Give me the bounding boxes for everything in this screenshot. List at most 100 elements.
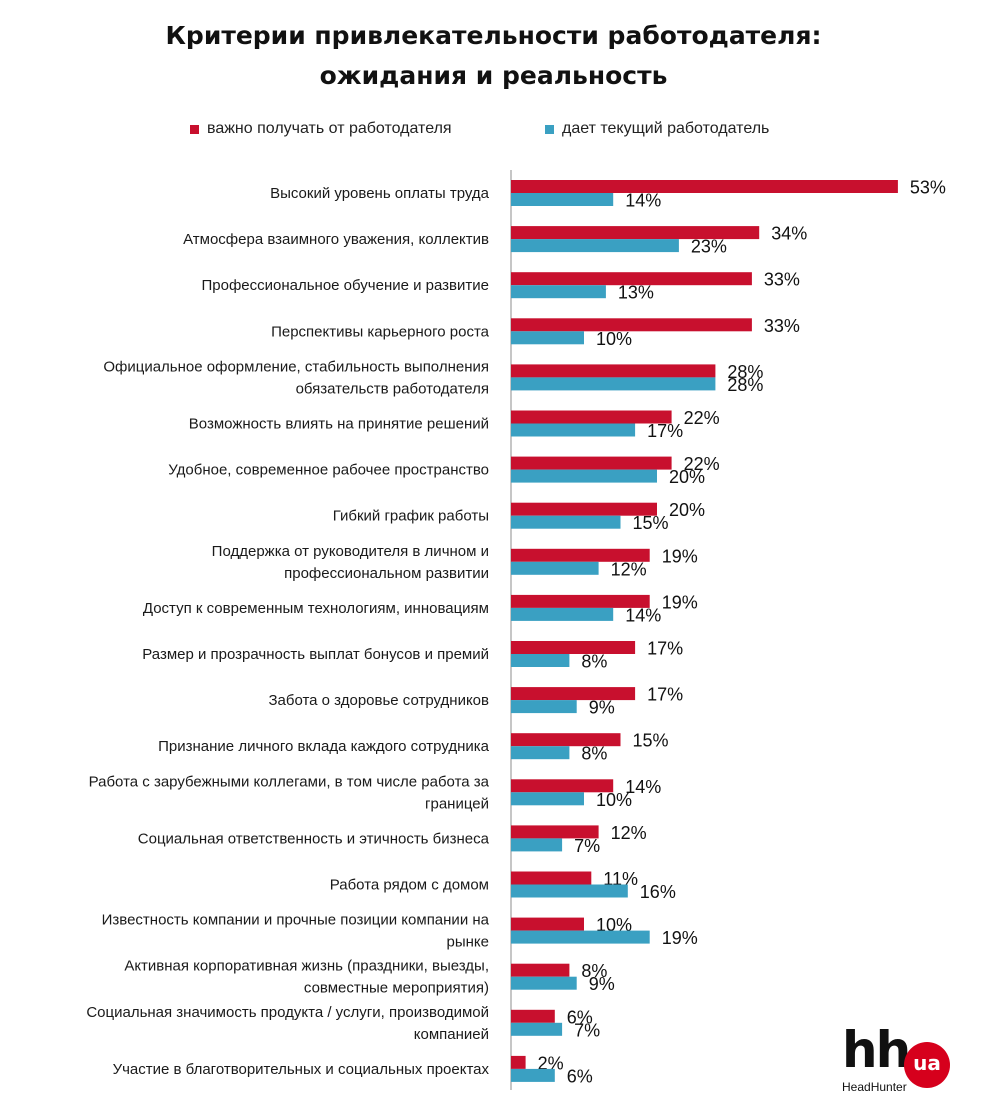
value-label-actual: 10% [596, 790, 632, 810]
bar-expect [511, 779, 614, 793]
bar-expect [511, 825, 599, 839]
category-label-line: Социальная значимость продукта / услуги,… [86, 1004, 489, 1021]
bar-expect [511, 917, 584, 931]
bar-actual [511, 377, 716, 391]
bar-expect [511, 963, 570, 977]
chart-title-line-2: ожидания и реальность [319, 61, 668, 90]
category-label: Доступ к современным технологиям, иннова… [143, 600, 489, 617]
category-label-line: Работа рядом с домом [330, 877, 489, 894]
legend-item-expect: важно получать от работодателя [190, 120, 452, 138]
bar-actual [511, 1022, 563, 1036]
value-label-expect: 10% [596, 915, 632, 935]
bar-actual [511, 976, 577, 990]
value-label-expect: 22% [684, 454, 720, 474]
category-label: Признание личного вклада каждого сотрудн… [158, 738, 490, 755]
category-label: Гибкий график работы [333, 508, 489, 525]
category-label-line: Удобное, современное рабочее пространств… [168, 462, 489, 479]
category-label-line: рынке [447, 934, 489, 951]
bar-actual [511, 746, 570, 760]
bar-actual [511, 884, 628, 898]
category-label-line: Атмосфера взаимного уважения, коллектив [183, 231, 489, 248]
value-label-actual: 14% [625, 605, 661, 625]
value-label-expect: 22% [684, 408, 720, 428]
category-label-line: Размер и прозрачность выплат бонусов и п… [142, 646, 489, 663]
value-label-expect: 2% [538, 1053, 564, 1073]
value-label-actual: 19% [662, 928, 698, 948]
bar-actual [511, 239, 679, 253]
category-label: Активная корпоративная жизнь (праздники,… [124, 958, 489, 997]
bar-actual [511, 654, 570, 667]
bar-actual [511, 193, 614, 206]
value-label-expect: 6% [567, 1007, 593, 1027]
bar-expect [511, 687, 636, 701]
bar-actual [511, 838, 563, 852]
category-label-line: Работа с зарубежными коллегами, в том чи… [89, 773, 490, 790]
value-label-actual: 20% [669, 467, 705, 487]
chart-title-line-1: Критерии привлекательности работодателя: [165, 21, 822, 50]
category-label: Забота о здоровье сотрудников [268, 692, 489, 709]
logo-mark: hh [842, 1021, 911, 1079]
category-label: Удобное, современное рабочее пространств… [168, 462, 489, 479]
value-label-actual: 6% [567, 1066, 593, 1086]
bar-actual [511, 423, 636, 437]
category-label: Участие в благотворительных и социальных… [113, 1061, 490, 1078]
category-label: Перспективы карьерного роста [271, 323, 490, 340]
value-label-expect: 8% [581, 961, 607, 981]
category-label-line: компанией [414, 1026, 489, 1043]
legend-item-actual: дает текущий работодатель [545, 120, 769, 138]
value-label-actual: 9% [589, 974, 615, 994]
bar-actual [511, 930, 650, 944]
category-label-line: Известность компании и прочные позиции к… [102, 912, 490, 929]
value-label-expect: 17% [647, 685, 683, 705]
category-label: Работа рядом с домом [330, 877, 489, 894]
bar-actual [511, 469, 657, 483]
category-label: Социальная ответственность и этичность б… [138, 830, 490, 847]
headhunter-logo: hh ua HeadHunter [842, 1022, 962, 1094]
logo-caption: HeadHunter [842, 1080, 907, 1094]
category-label-line: Перспективы карьерного роста [271, 323, 490, 340]
value-label-expect: 19% [662, 546, 698, 566]
category-label-line: профессиональном развитии [284, 565, 489, 582]
category-label: Возможность влиять на принятие решений [189, 416, 489, 433]
category-label-line: Высокий уровень оплаты труда [270, 185, 490, 202]
value-label-actual: 10% [596, 329, 632, 349]
bar-expect [511, 410, 672, 424]
category-label-line: Профессиональное обучение и развитие [201, 277, 489, 294]
bar-actual [511, 515, 621, 529]
value-label-actual: 9% [589, 698, 615, 718]
category-label-line: Поддержка от руководителя в личном и [212, 543, 489, 560]
category-label: Размер и прозрачность выплат бонусов и п… [142, 646, 489, 663]
value-label-actual: 16% [640, 882, 676, 902]
category-label: Официальное оформление, стабильность вып… [103, 358, 489, 397]
category-label-line: Участие в благотворительных и социальных… [113, 1061, 490, 1078]
legend-swatch-expect [190, 124, 199, 134]
bar-actual [511, 700, 577, 714]
logo-badge: ua [904, 1042, 950, 1088]
value-label-expect: 34% [771, 224, 807, 244]
value-label-expect: 33% [764, 316, 800, 336]
chart-title: Критерии привлекательности работодателя:… [0, 16, 987, 96]
chart-legend: важно получать от работодателя дает теку… [0, 120, 987, 144]
category-label-line: Официальное оформление, стабильность вып… [103, 358, 489, 375]
value-label-actual: 14% [625, 191, 661, 211]
bar-expect [511, 364, 716, 378]
value-label-actual: 7% [574, 836, 600, 856]
category-label-line: Доступ к современным технологиям, иннова… [143, 600, 489, 617]
value-label-actual: 12% [611, 559, 647, 579]
bar-expect [511, 226, 760, 240]
bar-expect [511, 1009, 555, 1023]
value-label-expect: 28% [727, 362, 763, 382]
category-label: Высокий уровень оплаты труда [270, 185, 490, 202]
bar-actual [511, 331, 584, 345]
value-label-actual: 23% [691, 237, 727, 257]
bar-expect [511, 272, 752, 286]
bar-expect [511, 318, 752, 332]
category-label: Известность компании и прочные позиции к… [102, 912, 490, 951]
value-label-actual: 13% [618, 283, 654, 303]
value-label-expect: 17% [647, 639, 683, 659]
bar-actual [511, 792, 584, 806]
value-label-actual: 15% [633, 513, 669, 533]
value-label-expect: 33% [764, 270, 800, 290]
bar-expect [511, 733, 621, 747]
